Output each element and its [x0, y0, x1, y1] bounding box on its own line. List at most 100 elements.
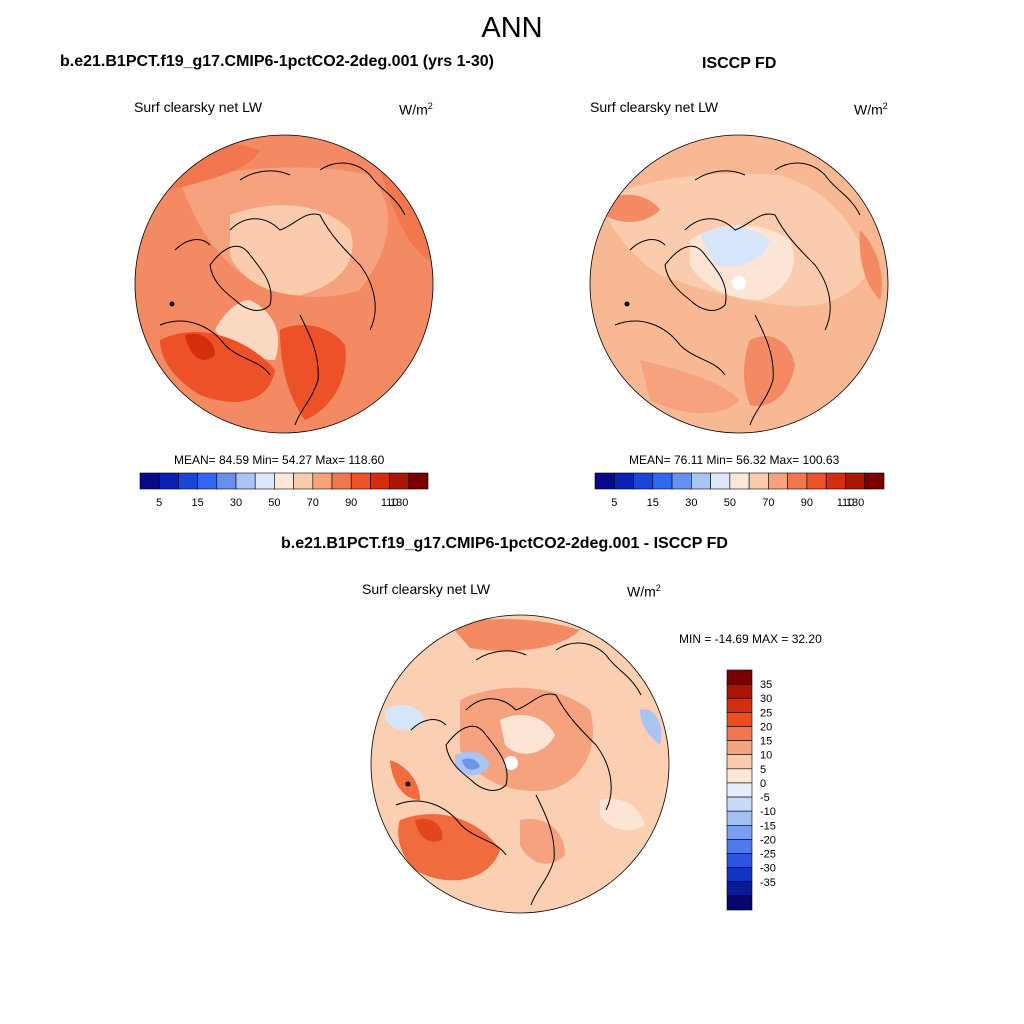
panel-2-stats: MEAN= 76.11 Min= 56.32 Max= 100.63 — [629, 453, 840, 467]
colorbar-tick-label: 90 — [801, 497, 813, 509]
colorbar-box — [726, 867, 753, 883]
colorbar-box — [726, 782, 753, 798]
colorbar-tick-label: 110 — [837, 497, 855, 509]
map-panel-2-coastlines — [614, 162, 861, 426]
colorbar-box — [726, 810, 753, 826]
colorbar-box — [726, 768, 753, 784]
panel-1-stats: MEAN= 84.59 Min= 54.27 Max= 118.60 — [174, 453, 385, 467]
colorbar-box — [691, 472, 711, 490]
colorbar-tick-label: 5 — [760, 764, 766, 776]
map-panel-2-border — [589, 134, 889, 434]
colorbar-box — [652, 472, 673, 490]
colorbar-box — [331, 472, 352, 490]
colorbar-panel-3: 35 30 25 20 15 10 5 0 -5 -10 -15 -20 -25 -30 -35 — [726, 669, 776, 911]
colorbar-tick-label: 15 — [191, 497, 203, 509]
colorbar-box — [633, 472, 654, 490]
colorbar-box — [845, 472, 866, 490]
colorbar-tick-label: 30 — [760, 693, 772, 705]
colorbar-tick-label: -10 — [760, 806, 776, 818]
colorbar-tick-label: 20 — [760, 721, 772, 733]
colorbar-box — [726, 853, 753, 868]
panel-3-title: b.e21.B1PCT.f19_g17.CMIP6-1pctCO2-2deg.0… — [281, 535, 728, 552]
colorbar-tick-label: 110 — [381, 497, 399, 509]
colorbar-tick-label: 25 — [760, 707, 772, 719]
colorbar-tick-label: 10 — [760, 750, 772, 762]
colorbar-box — [768, 472, 788, 490]
colorbar-box — [197, 472, 218, 490]
colorbar-box — [806, 472, 827, 490]
map-panel-3-border — [370, 614, 670, 914]
colorbar-box — [825, 472, 846, 490]
colorbar-box — [235, 472, 256, 490]
map-panel-2 — [590, 135, 888, 433]
colorbar-tick-label: -20 — [760, 834, 776, 846]
map-panel-1-coastlines — [159, 162, 406, 426]
colorbar-tick-label: -30 — [760, 863, 776, 875]
panel-1-title: b.e21.B1PCT.f19_g17.CMIP6-1pctCO2-2deg.0… — [60, 53, 494, 70]
colorbar-box — [613, 472, 634, 490]
colorbar-box — [726, 881, 753, 897]
colorbar-tick-label: 5 — [611, 497, 617, 509]
panel-2-variable-label: Surf clearsky net LW — [590, 99, 719, 115]
colorbar-tick-label: 90 — [345, 497, 357, 509]
colorbar-box — [726, 754, 753, 770]
main-title: ANN — [481, 12, 543, 44]
colorbar-box — [726, 824, 753, 840]
colorbar-box — [710, 472, 731, 490]
colorbar-box — [350, 472, 371, 490]
colorbar-tick-label: 15 — [647, 497, 659, 509]
colorbar-tick-label: 130 — [390, 497, 408, 509]
colorbar-box — [726, 839, 753, 854]
map-panel-1-border — [134, 134, 434, 434]
colorbar-tick-label: 50 — [724, 497, 736, 509]
map-panel-1 — [135, 135, 433, 433]
colorbar-tick-label: -35 — [760, 877, 776, 889]
colorbar-box — [370, 472, 390, 490]
colorbar-box — [726, 712, 753, 727]
colorbar-tick-label: 15 — [760, 736, 772, 748]
colorbar-box — [726, 697, 753, 713]
colorbar-box — [274, 472, 294, 490]
colorbar-tick-label: -5 — [760, 792, 770, 804]
colorbar-tick-label: 0 — [760, 778, 766, 790]
colorbar-box — [787, 472, 808, 490]
colorbar-box — [254, 472, 275, 490]
panel-1-units: W/m2 — [399, 101, 433, 118]
panel-1-variable-label: Surf clearsky net LW — [134, 99, 263, 115]
colorbar-box — [729, 472, 750, 490]
map-panel-3-coastlines — [395, 642, 642, 906]
colorbar-tick-label: 30 — [685, 497, 697, 509]
panel-3-units: W/m2 — [627, 583, 661, 600]
colorbar-tick-label: 35 — [760, 679, 772, 691]
colorbar-box — [158, 472, 179, 490]
colorbar-tick-label: -15 — [760, 820, 776, 832]
colorbar-box — [312, 472, 333, 490]
colorbar-box — [726, 895, 753, 911]
colorbar-box — [389, 472, 410, 490]
colorbar-box — [726, 726, 753, 741]
colorbar-tick-label: 5 — [156, 497, 162, 509]
colorbar-tick-label: 50 — [268, 497, 280, 509]
colorbar-tick-label: 70 — [762, 497, 774, 509]
colorbar-box — [216, 472, 237, 490]
colorbar-box — [864, 472, 885, 490]
panel-3-variable-label: Surf clearsky net LW — [362, 581, 491, 597]
colorbar-box — [671, 472, 692, 490]
colorbar-box — [726, 796, 753, 812]
colorbar-box — [139, 472, 160, 490]
panel-2-units: W/m2 — [854, 101, 888, 118]
colorbar-box — [594, 472, 615, 490]
map-panel-3 — [371, 615, 669, 913]
panel-3-stats: MIN = -14.69 MAX = 32.20 — [679, 632, 822, 646]
colorbar-box — [726, 740, 753, 756]
colorbar-box — [178, 472, 198, 490]
panel-2-title: ISCCP FD — [702, 55, 777, 72]
colorbar-tick-label: -25 — [760, 849, 776, 861]
colorbar-box — [293, 472, 314, 490]
colorbar-tick-label: 30 — [230, 497, 242, 509]
colorbar-box — [726, 669, 753, 685]
colorbar-box — [726, 683, 753, 699]
